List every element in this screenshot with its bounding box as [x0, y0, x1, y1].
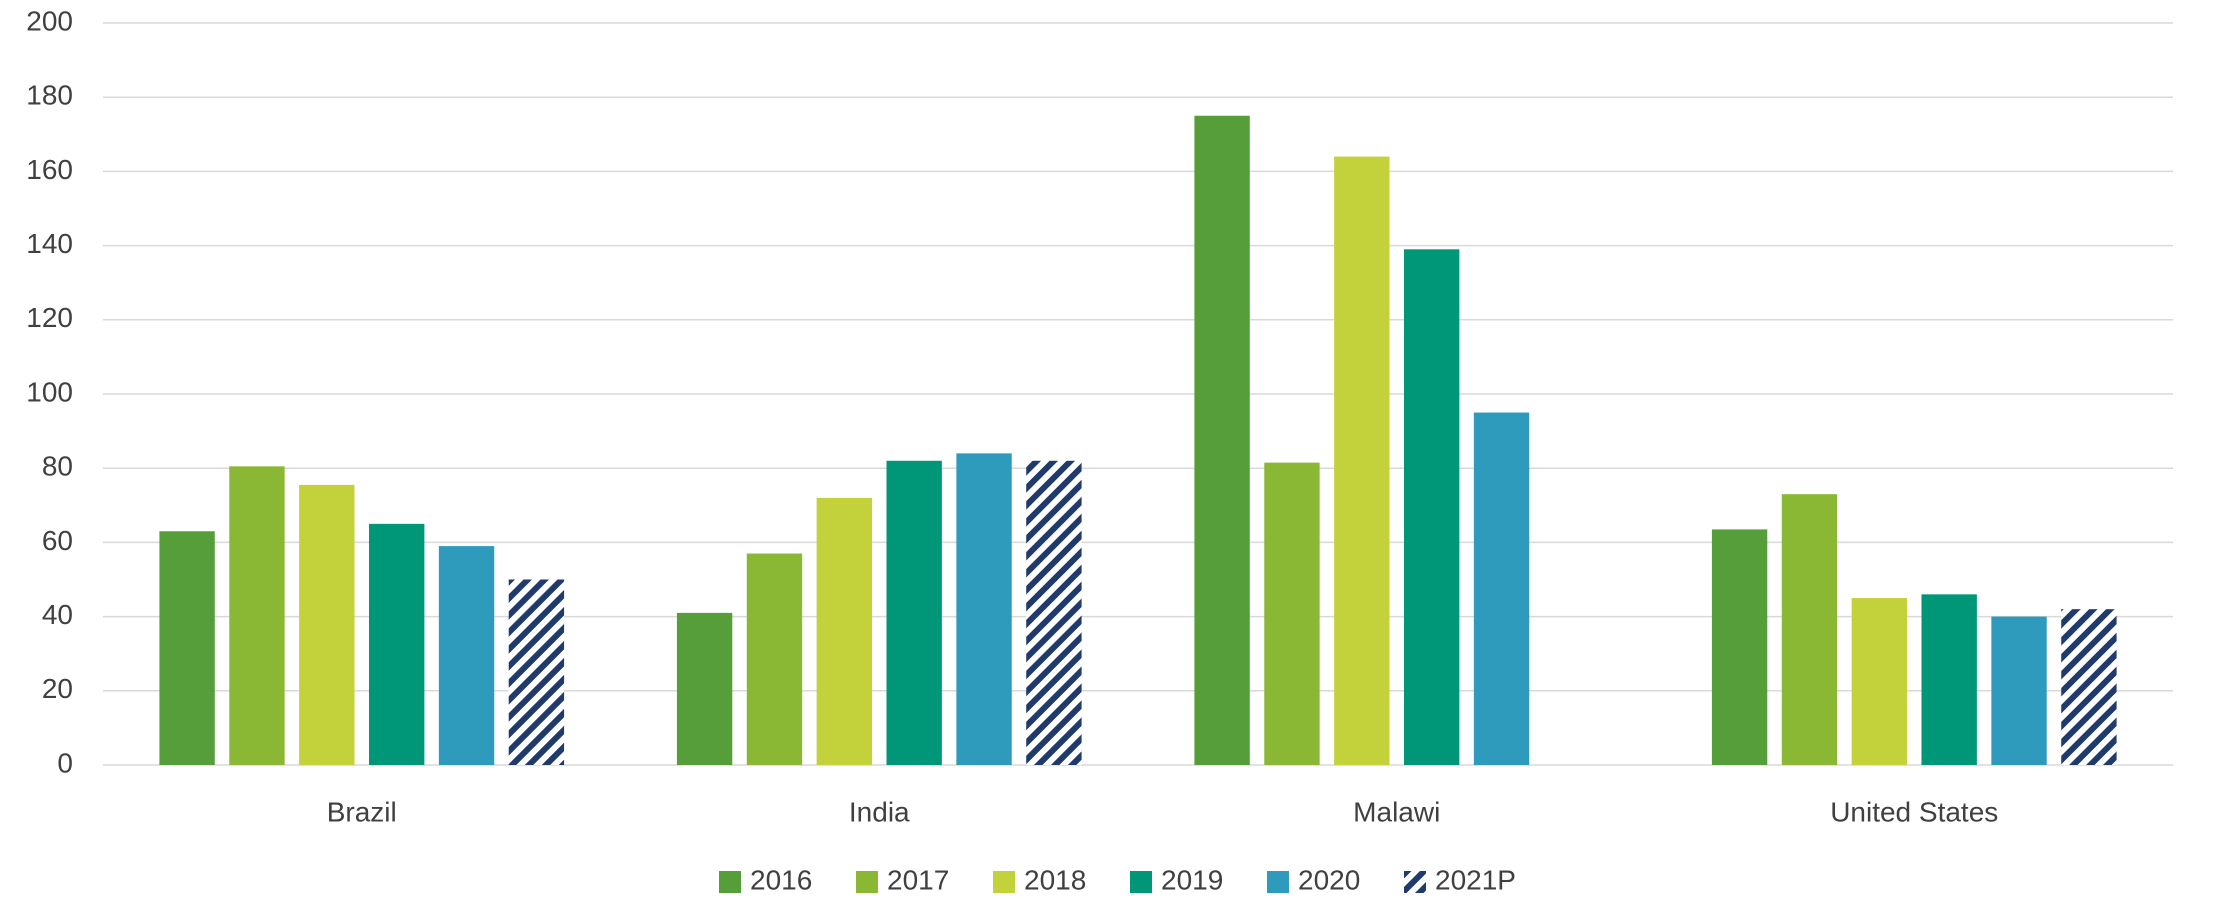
bar: [1991, 616, 2047, 765]
legend-swatch: [856, 871, 878, 893]
y-tick-label: 180: [26, 80, 73, 111]
x-tick-label: Brazil: [327, 796, 397, 827]
legend-label: 2020: [1298, 864, 1360, 895]
bar: [1851, 598, 1908, 765]
bar: [368, 523, 425, 765]
y-tick-label: 60: [42, 525, 73, 556]
x-tick-label: India: [849, 796, 910, 827]
bar: [508, 579, 565, 765]
y-tick-label: 100: [26, 376, 73, 407]
x-tick-label: United States: [1830, 796, 1998, 827]
bar: [676, 612, 733, 765]
y-tick-label: 20: [42, 673, 73, 704]
bar: [1473, 412, 1530, 765]
legend-swatch: [1267, 871, 1289, 893]
bar: [886, 460, 942, 765]
bar: [2061, 609, 2117, 765]
bar: [956, 453, 1012, 765]
bar: [1403, 249, 1460, 765]
legend-swatch: [719, 871, 741, 893]
bar: [438, 546, 495, 765]
legend-label: 2021P: [1435, 864, 1516, 895]
legend-swatch: [993, 871, 1015, 893]
bar: [1194, 115, 1250, 765]
legend-label: 2018: [1024, 864, 1086, 895]
y-tick-label: 0: [57, 747, 73, 778]
bar: [1921, 594, 1977, 765]
bar: [1781, 494, 1838, 765]
bar: [1264, 462, 1320, 765]
y-tick-label: 200: [26, 5, 73, 36]
x-tick-label: Malawi: [1353, 796, 1440, 827]
legend-label: 2019: [1161, 864, 1223, 895]
bar: [229, 466, 285, 765]
bar: [1026, 460, 1082, 765]
bar: [1711, 529, 1768, 765]
y-tick-label: 140: [26, 228, 73, 259]
legend-swatch: [1130, 871, 1152, 893]
bar: [159, 531, 215, 765]
y-tick-label: 80: [42, 451, 73, 482]
y-tick-label: 120: [26, 302, 73, 333]
y-tick-label: 40: [42, 599, 73, 630]
legend-label: 2016: [750, 864, 812, 895]
legend-swatch: [1404, 871, 1426, 893]
legend-label: 2017: [887, 864, 949, 895]
y-tick-label: 160: [26, 154, 73, 185]
bar: [816, 497, 873, 765]
bar: [299, 484, 355, 765]
bar: [1334, 156, 1390, 765]
bar: [746, 553, 803, 765]
